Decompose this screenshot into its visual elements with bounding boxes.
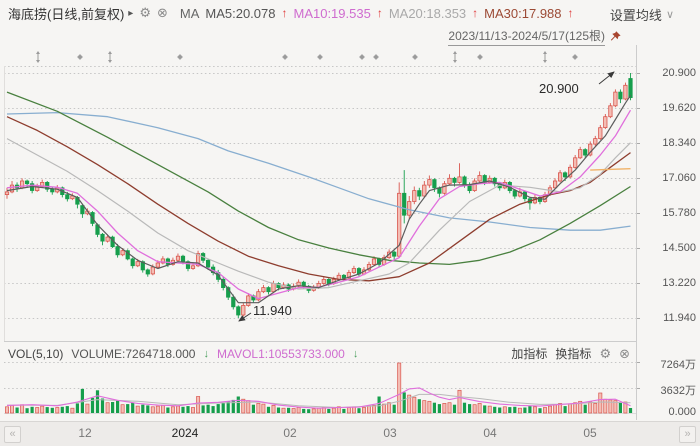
mavol-lines-layer bbox=[6, 387, 631, 409]
ma5-value: MA5:20.078 bbox=[205, 5, 276, 21]
mavol1-value: MAVOL1:10553733.000 bbox=[216, 346, 345, 361]
add-indicator-button[interactable]: 加指标 bbox=[511, 347, 548, 361]
time-axis-strip: « » 12 2024 02 03 04 05 bbox=[0, 421, 700, 446]
time-axis-label: 12 bbox=[78, 426, 92, 440]
ma-group-label: MA bbox=[179, 5, 200, 21]
chart-header: 海底捞(日线,前复权) ▸ ⚙ ⊗ MA MA5:20.078 ↑ MA10:1… bbox=[8, 4, 574, 22]
pin-icon[interactable] bbox=[609, 30, 622, 43]
date-range-label[interactable]: 2023/11/13-2024/5/17(125根) bbox=[448, 27, 605, 46]
time-axis-label: 02 bbox=[283, 426, 297, 440]
price-tick-label: 18.340 bbox=[662, 137, 696, 149]
volume-tick-label: 3632万 bbox=[660, 385, 696, 397]
ma-settings-label: 设置均线 bbox=[609, 8, 662, 23]
time-axis-label: 04 bbox=[483, 426, 497, 440]
volume-layer bbox=[5, 362, 633, 414]
ma-lines-layer bbox=[6, 91, 632, 304]
range-low-annotation: 11.940 bbox=[253, 303, 292, 318]
time-axis-label: 05 bbox=[583, 426, 597, 440]
price-tick-label: 11.940 bbox=[663, 312, 696, 324]
volume-tick-label: 0.000 bbox=[668, 406, 696, 418]
time-axis-label: 03 bbox=[383, 426, 397, 440]
volume-header: VOL(5,10) VOLUME:7264718.000 ↓ MAVOL1:10… bbox=[8, 345, 692, 362]
gear-icon[interactable]: ⚙ bbox=[139, 5, 151, 20]
close-icon[interactable]: ⊗ bbox=[156, 5, 168, 20]
chevron-down-icon: ∨ bbox=[665, 9, 674, 21]
date-range-row: 2023/11/13-2024/5/17(125根) bbox=[448, 27, 622, 46]
annotation-arrows bbox=[238, 71, 615, 322]
volume-down-arrow-icon: ↓ bbox=[203, 347, 209, 360]
scroll-right-button[interactable]: » bbox=[679, 426, 696, 443]
event-markers bbox=[36, 51, 578, 63]
price-tick-label: 14.500 bbox=[662, 242, 696, 254]
price-tick-label: 19.620 bbox=[662, 102, 696, 114]
range-high-annotation: 20.900 bbox=[539, 81, 579, 96]
ma30-up-arrow-icon: ↑ bbox=[567, 6, 574, 20]
time-axis-label: 2024 bbox=[171, 426, 199, 440]
symbol-title[interactable]: 海底捞(日线,前复权) bbox=[8, 6, 125, 22]
ma10-up-arrow-icon: ↑ bbox=[376, 6, 383, 20]
price-tick-label: 13.220 bbox=[662, 277, 696, 289]
volume-value: VOLUME:7264718.000 bbox=[71, 346, 196, 361]
ma5-up-arrow-icon: ↑ bbox=[281, 6, 288, 20]
indicator-gear-icon[interactable]: ⚙ bbox=[599, 345, 612, 361]
price-tick-label: 17.060 bbox=[662, 172, 696, 184]
price-tick-label: 20.900 bbox=[662, 67, 696, 79]
volume-tick-label: 7264万 bbox=[660, 359, 696, 371]
indicator-close-icon[interactable]: ⊗ bbox=[619, 345, 630, 361]
scroll-left-button[interactable]: « bbox=[4, 426, 21, 443]
title-caret-icon[interactable]: ▸ bbox=[128, 7, 134, 19]
vol-indicator-label: VOL(5,10) bbox=[8, 346, 64, 361]
mavol1-down-arrow-icon: ↓ bbox=[352, 347, 359, 360]
switch-indicator-button[interactable]: 换指标 bbox=[555, 347, 592, 361]
ma30-value: MA30:17.988 bbox=[484, 5, 562, 21]
ma20-up-arrow-icon: ↑ bbox=[472, 6, 479, 20]
ma-settings-button[interactable]: 设置均线 ∨ bbox=[610, 5, 674, 24]
ma20-value: MA20:18.353 bbox=[388, 5, 467, 21]
ma10-value: MA10:19.535 bbox=[293, 5, 371, 21]
price-tick-label: 15.780 bbox=[662, 207, 696, 219]
